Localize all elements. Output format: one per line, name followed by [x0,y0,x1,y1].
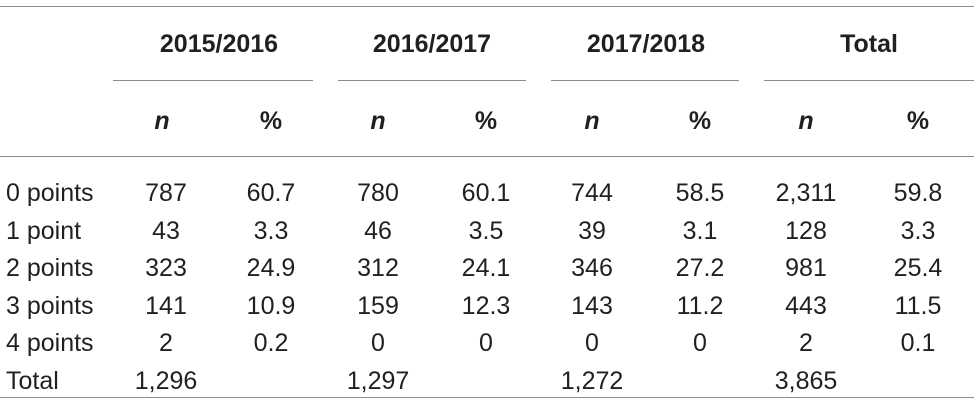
percent-cell: 0.1 [900,329,936,357]
group-underline-2017-2018 [551,80,739,81]
row-label: 0 points [6,179,94,207]
n-cell: 787 [145,179,187,207]
n-cell: 39 [578,216,606,245]
percent-header: % [259,107,283,135]
n-cell: 2 [799,329,813,357]
group-underline-total [764,80,974,81]
percent-cell: 0 [693,329,707,357]
n-cell: 159 [357,291,399,320]
n-cell: 1,297 [346,366,410,395]
percent-cell: 59.8 [893,179,943,207]
percent-cell: 10.9 [246,291,296,320]
percent-header: % [688,107,712,135]
n-cell: 323 [145,254,187,282]
percent-cell: 11.2 [676,291,724,320]
n-cell: 346 [571,254,613,282]
percent-cell: 58.5 [675,179,725,207]
row-label: 2 points [6,254,94,282]
n-cell: 0 [371,329,385,357]
n-header: n [154,107,170,135]
n-cell: 1,296 [134,366,198,395]
n-cell: 780 [357,179,399,207]
row-label: 3 points [6,291,94,320]
percent-cell: 12.3 [461,291,511,320]
n-header: n [370,107,386,135]
bottom-rule [0,397,974,398]
n-cell: 128 [785,216,827,245]
n-cell: 46 [364,216,392,245]
n-cell: 141 [145,291,187,320]
percent-cell: 60.7 [246,179,296,207]
row-label: Total [6,366,59,395]
percent-cell: 24.9 [246,254,296,282]
percent-cell: 0 [479,329,493,357]
row-label: 1 point [6,216,82,245]
row-label: 4 points [6,329,94,357]
top-rule [0,6,974,7]
percent-cell: 3.3 [900,216,936,245]
group-underline-2016-2017 [338,80,526,81]
percent-cell: 3.1 [682,216,718,245]
n-cell: 43 [152,216,180,245]
n-cell: 3,865 [774,366,838,395]
n-cell: 0 [585,329,599,357]
n-cell: 443 [785,291,827,320]
percent-cell: 3.3 [253,216,289,245]
percent-cell: 3.5 [468,216,504,245]
percent-header: % [474,107,498,135]
percent-cell: 25.4 [893,254,943,282]
percent-cell: 60.1 [461,179,511,207]
n-cell: 981 [785,254,827,282]
n-cell: 744 [571,179,613,207]
percent-cell: 24.1 [461,254,511,282]
percent-cell: 27.2 [675,254,725,282]
n-cell: 1,272 [560,366,624,395]
year-header: 2015/2016 [159,30,279,58]
group-underline-2015-2016 [113,80,313,81]
n-cell: 2 [159,329,173,357]
year-header: Total [840,30,898,58]
percent-header: % [906,107,930,135]
header-bottom-rule [0,156,974,157]
n-cell: 312 [357,254,399,282]
n-cell: 2,311 [775,179,837,207]
year-header: 2016/2017 [372,30,492,58]
n-header: n [798,107,814,135]
percent-cell: 0.2 [253,329,289,357]
n-header: n [584,107,600,135]
percent-cell: 11.5 [894,291,942,320]
year-header: 2017/2018 [586,30,706,58]
n-cell: 143 [571,291,613,320]
